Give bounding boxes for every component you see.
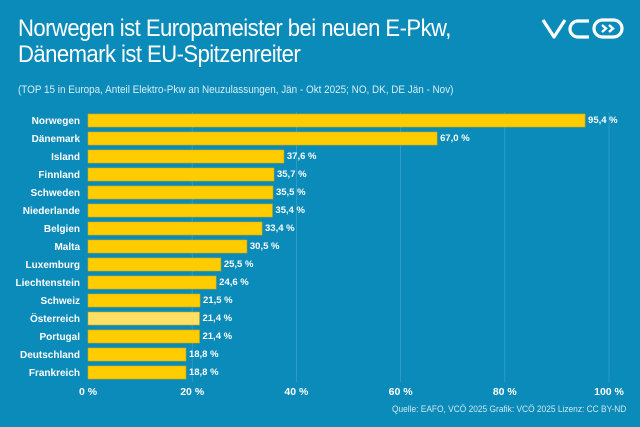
bar	[87, 347, 187, 362]
bar	[87, 257, 222, 272]
category-label: Liechtenstein	[16, 278, 80, 289]
title-line-1: Norwegen ist Europameister bei neuen E-P…	[18, 15, 451, 42]
bar	[87, 365, 187, 380]
category-label: Belgien	[44, 224, 80, 235]
data-label: 21,4 %	[202, 331, 232, 342]
bar	[87, 167, 275, 182]
category-label: Schweiz	[41, 296, 80, 307]
category-label: Österreich	[30, 312, 80, 325]
bar	[87, 239, 248, 254]
chart-title: Norwegen ist Europameister bei neuen E-P…	[18, 16, 451, 68]
data-label: 95,4 %	[588, 115, 618, 126]
title-line-2: Dänemark ist EU-Spitzenreiter	[18, 41, 301, 68]
bar	[87, 113, 586, 128]
data-label: 25,5 %	[224, 259, 254, 270]
bar	[87, 275, 217, 290]
data-label: 35,4 %	[275, 205, 305, 216]
data-label: 18,8 %	[189, 367, 219, 378]
data-label: 37,6 %	[287, 151, 317, 162]
category-label: Island	[51, 152, 80, 163]
data-label: 21,4 %	[202, 313, 232, 324]
category-label: Malta	[54, 242, 80, 253]
category-label: Niederlande	[23, 206, 81, 217]
bar	[87, 185, 274, 200]
data-label: 33,4 %	[265, 223, 295, 234]
x-tick-label: 60 %	[389, 386, 414, 398]
data-label: 30,5 %	[250, 241, 280, 252]
bar	[87, 221, 263, 236]
data-label: 24,6 %	[219, 277, 249, 288]
category-label: Frankreich	[29, 368, 80, 379]
bar	[87, 149, 285, 164]
bar	[87, 329, 200, 344]
category-label: Deutschland	[20, 350, 80, 361]
x-tick-label: 100 %	[594, 386, 624, 398]
data-label: 67,0 %	[440, 133, 470, 144]
category-label: Norwegen	[32, 116, 80, 127]
x-tick-label: 20 %	[180, 386, 205, 398]
x-tick-label: 40 %	[284, 386, 309, 398]
vco-logo	[540, 16, 626, 47]
data-label: 18,8 %	[189, 349, 219, 360]
source-note: Quelle: EAFO, VCÖ 2025 Grafik: VCÖ 2025 …	[391, 404, 626, 415]
data-label: 35,5 %	[276, 187, 306, 198]
category-label: Dänemark	[32, 134, 81, 145]
category-label: Finnland	[38, 170, 80, 181]
bar	[87, 311, 200, 326]
chart-subtitle: (TOP 15 in Europa, Anteil Elektro-Pkw an…	[18, 84, 454, 96]
x-tick-label: 0 %	[79, 386, 98, 398]
category-label: Schweden	[31, 188, 80, 199]
bar	[87, 131, 438, 146]
x-tick-label: 80 %	[493, 386, 518, 398]
bar	[87, 203, 273, 218]
data-label: 21,5 %	[203, 295, 233, 306]
bar	[87, 293, 201, 308]
category-label: Luxemburg	[26, 260, 80, 271]
category-label: Portugal	[39, 332, 80, 343]
data-label: 35,7 %	[277, 169, 307, 180]
